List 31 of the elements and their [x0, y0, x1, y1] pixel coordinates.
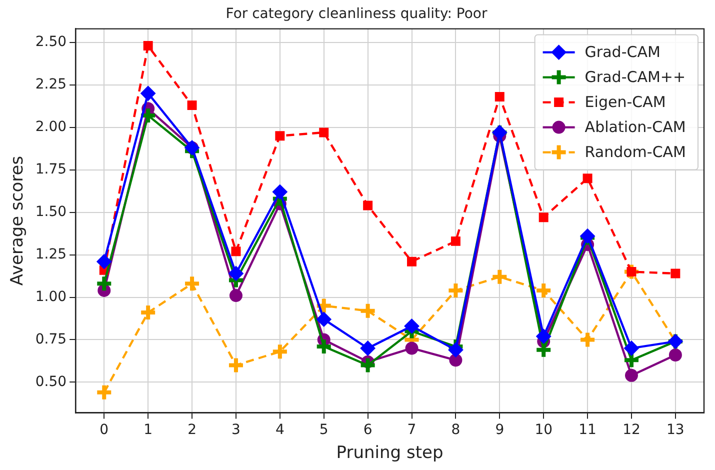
legend-label: Random-CAM — [584, 143, 686, 162]
x-tick-label: 8 — [451, 422, 460, 438]
x-tick-label: 7 — [407, 422, 416, 438]
y-tick-label: 1.75 — [35, 161, 67, 178]
x-tick-label: 4 — [275, 422, 284, 438]
x-tick-label: 11 — [578, 422, 596, 438]
legend-label: Ablation-CAM — [584, 118, 686, 136]
x-tick-label: 13 — [666, 422, 684, 438]
x-tick-label: 0 — [100, 422, 109, 438]
x-tick-label: 5 — [319, 422, 328, 438]
x-tick-label: 2 — [188, 422, 196, 438]
y-tick-label: 0.75 — [35, 331, 67, 348]
y-tick-label: 2.00 — [35, 118, 67, 135]
chart-title: For category cleanliness quality: Poor — [226, 6, 488, 22]
legend-label: Grad-CAM — [584, 43, 660, 62]
y-axis-title: Average scores — [8, 156, 28, 286]
y-tick-label: 1.25 — [35, 246, 67, 262]
x-axis-title: Pruning step — [336, 443, 444, 464]
x-tick-label: 1 — [144, 422, 153, 438]
x-tick-label: 6 — [363, 422, 372, 438]
x-tick-label: 3 — [232, 422, 240, 438]
y-tick-label: 0.50 — [35, 374, 67, 390]
x-tick-label: 9 — [495, 422, 504, 438]
x-tick-label: 12 — [622, 422, 640, 438]
y-tick-label: 1.00 — [35, 288, 67, 305]
legend-label: Grad-CAM++ — [584, 68, 686, 86]
y-tick-label: 1.50 — [35, 204, 67, 220]
x-tick-label: 10 — [534, 422, 553, 438]
legend-label: Eigen-CAM — [584, 93, 666, 112]
y-tick-label: 2.25 — [35, 76, 67, 93]
y-tick-label: 2.50 — [35, 34, 67, 50]
